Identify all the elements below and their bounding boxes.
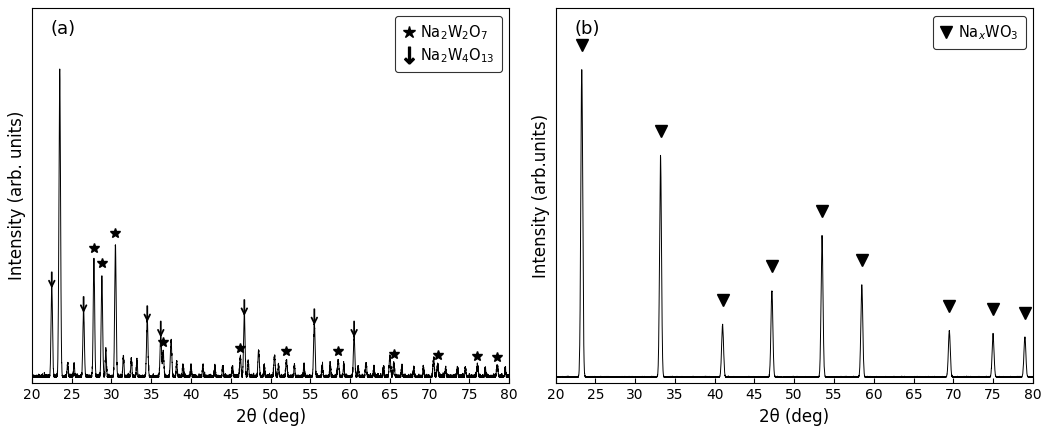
X-axis label: 2θ (deg): 2θ (deg) [235,408,306,426]
Legend: Na$_2$W$_2$O$_7$, Na$_2$W$_4$O$_{13}$: Na$_2$W$_2$O$_7$, Na$_2$W$_4$O$_{13}$ [396,16,502,72]
X-axis label: 2θ (deg): 2θ (deg) [759,408,830,426]
Text: (b): (b) [574,20,601,38]
Text: (a): (a) [51,20,76,38]
Legend: Na$_x$WO$_3$: Na$_x$WO$_3$ [933,16,1026,49]
Y-axis label: Intensity (arb. units): Intensity (arb. units) [8,111,26,280]
Y-axis label: Intensity (arb.units): Intensity (arb.units) [532,114,550,278]
